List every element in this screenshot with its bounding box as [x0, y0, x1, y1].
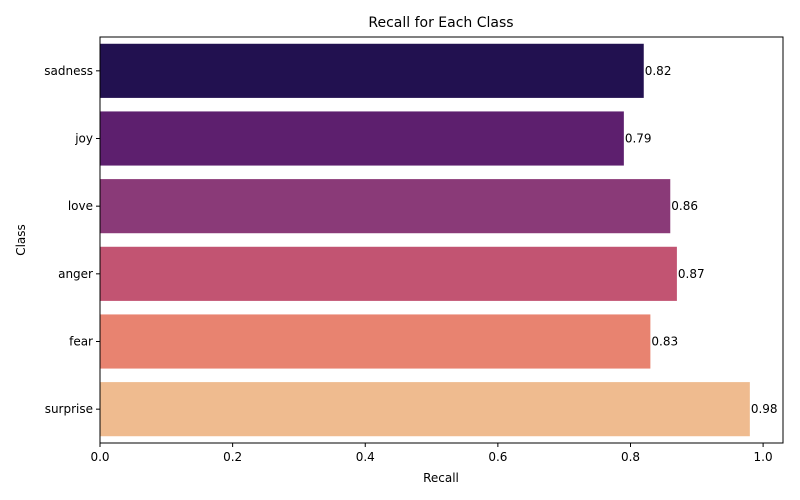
- plot-frame: [99, 36, 784, 444]
- bar-joy: [100, 111, 624, 166]
- value-label-sadness: 0.82: [645, 64, 672, 78]
- bar-anger: [100, 246, 677, 301]
- bars-group: [100, 43, 750, 437]
- bar-love: [100, 179, 671, 234]
- y-tick-label-fear: fear: [69, 335, 93, 349]
- x-axis-ticks: 0.0 0.2 0.4 0.6 0.8 1.0: [90, 443, 773, 464]
- y-tick-label-joy: joy: [74, 132, 93, 146]
- value-labels-group: 0.82 0.79 0.86 0.87 0.83 0.98: [625, 64, 778, 416]
- value-label-fear: 0.83: [651, 335, 678, 349]
- x-axis-label: Recall: [423, 471, 459, 485]
- bar-sadness: [100, 43, 644, 98]
- y-tick-label-love: love: [68, 199, 93, 213]
- bar-surprise: [100, 382, 750, 437]
- bar-fear: [100, 314, 651, 369]
- y-tick-label-surprise: surprise: [45, 402, 93, 416]
- value-label-love: 0.86: [671, 199, 698, 213]
- x-tick-label-0: 0.0: [90, 450, 109, 464]
- x-tick-label-3: 0.6: [488, 450, 507, 464]
- x-tick-label-5: 1.0: [754, 450, 773, 464]
- x-tick-label-1: 0.2: [223, 450, 242, 464]
- value-label-surprise: 0.98: [751, 402, 778, 416]
- value-label-joy: 0.79: [625, 132, 652, 146]
- y-axis-label: Class: [14, 224, 28, 256]
- y-axis-ticks: sadness joy love anger fear surprise: [44, 64, 100, 416]
- x-tick-label-4: 0.8: [621, 450, 640, 464]
- y-tick-label-sadness: sadness: [44, 64, 93, 78]
- y-tick-label-anger: anger: [58, 267, 93, 281]
- chart-title: Recall for Each Class: [368, 15, 513, 31]
- x-tick-label-2: 0.4: [356, 450, 375, 464]
- value-label-anger: 0.87: [678, 267, 705, 281]
